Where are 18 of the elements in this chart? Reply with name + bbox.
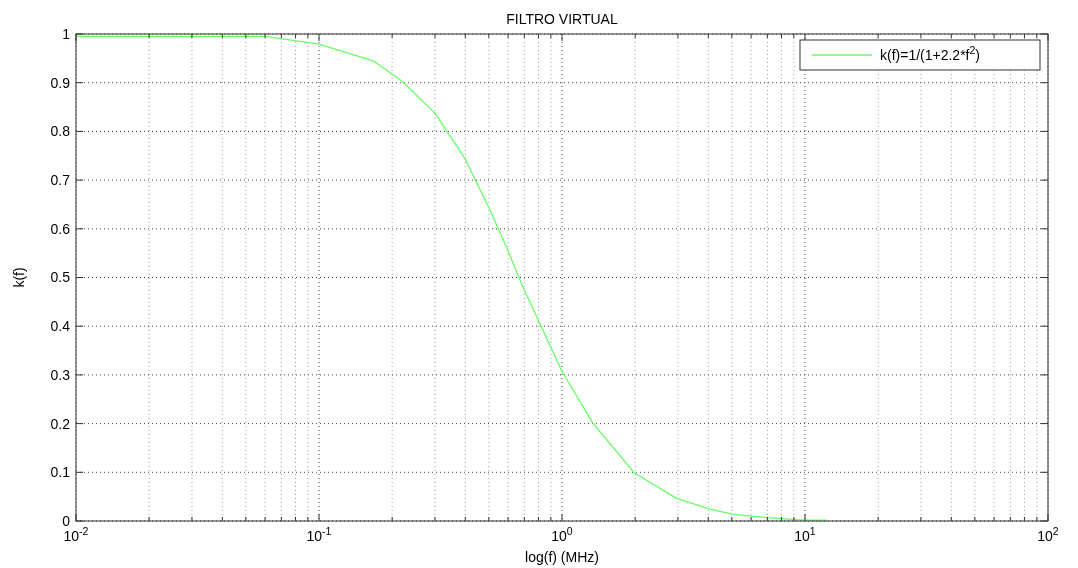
y-tick-label: 1: [62, 25, 71, 42]
y-tick-label: 0.6: [50, 220, 71, 237]
y-tick-label: 0.7: [50, 172, 71, 188]
chart-title: FILTRO VIRTUAL: [506, 11, 618, 27]
y-tick-label: 0.4: [50, 318, 71, 335]
x-tick-label: 10$^{0}$: [551, 525, 573, 544]
y-tick-label: 0.1: [50, 464, 71, 481]
y-tick-label: 0.2: [50, 415, 71, 432]
legend-label: k(f)=1/(1+2.2*f$^{2}$): [880, 43, 981, 63]
y-tick-label: 0.8: [50, 123, 71, 140]
x-tick-label: 10$^{2}$: [1037, 525, 1059, 544]
x-axis-title: log(f) (MHz): [525, 549, 599, 565]
y-tick-label: 0.3: [50, 366, 71, 383]
x-tick-label: 10$^{1}$: [794, 525, 816, 544]
x-tick-label: 10$^{-1}$: [306, 525, 332, 544]
y-axis-title: k(f): [11, 267, 27, 288]
y-tick-label: 0.9: [50, 74, 71, 91]
y-tick-label: 0.5: [50, 269, 71, 286]
